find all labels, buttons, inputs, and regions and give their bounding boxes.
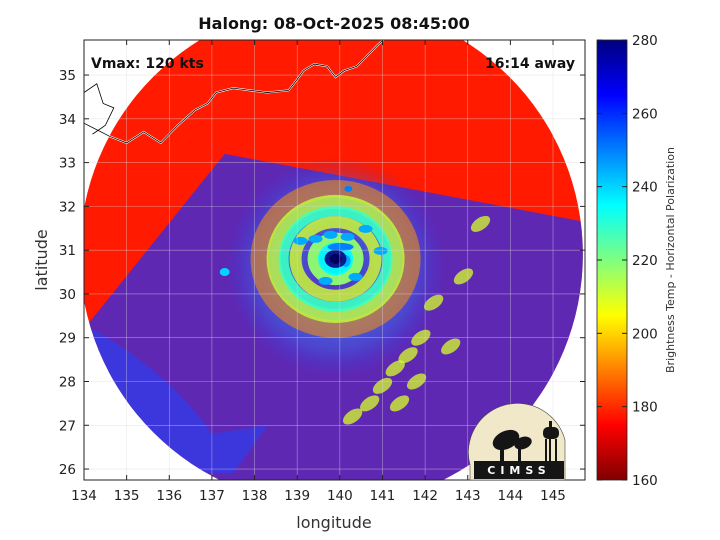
rainband-blob: [389, 395, 410, 412]
x-axis-label: longitude: [296, 513, 371, 532]
y-tick-label: 31: [59, 243, 76, 259]
y-tick-label: 32: [59, 199, 76, 215]
y-tick-label: 33: [59, 156, 76, 172]
vmax-annotation: Vmax: 120 kts: [91, 56, 204, 72]
y-tick-label: 26: [59, 462, 76, 478]
rainband-blob: [470, 215, 491, 232]
colorbar-ticks: 160 180 200 220 240 260 280: [597, 33, 658, 489]
x-tick-label: 140: [327, 488, 353, 504]
y-tick-label: 28: [59, 374, 76, 390]
logo-water-tower-icon: [543, 421, 559, 461]
x-tick-label: 143: [455, 488, 481, 504]
eyewall-hotspot: [340, 232, 355, 241]
land-outline: [84, 40, 384, 144]
logo-banner: [474, 461, 564, 479]
eyewall-hotspot: [373, 246, 388, 255]
x-tick-label: 139: [284, 488, 310, 504]
cimss-logo: CIMSS: [468, 403, 566, 481]
colorbar-tick-label: 160: [632, 473, 658, 489]
rainband-blob: [385, 360, 405, 377]
x-tick-label: 145: [540, 488, 566, 504]
x-tick-label: 134: [71, 488, 97, 504]
storm-eye-core: [329, 253, 342, 264]
y-tick-label: 27: [59, 418, 76, 434]
y-tick-label: 30: [59, 287, 76, 303]
storm-ring: [307, 232, 364, 286]
rainband-blob: [453, 268, 474, 285]
y-axis-ticks: 26 27 28 29 30 31 32 33 34 35: [59, 68, 585, 478]
y-tick-label: 35: [59, 68, 76, 84]
logo-text: CIMSS: [487, 464, 550, 477]
rainband-blob: [398, 347, 418, 364]
plot-area: [84, 40, 585, 480]
x-tick-label: 137: [199, 488, 225, 504]
x-tick-label: 144: [497, 488, 523, 504]
eyewall-hotspot: [308, 234, 323, 243]
eyewall-hotspot: [323, 230, 338, 239]
colorbar-tick-label: 200: [632, 326, 658, 342]
eyewall-hotspot: [318, 276, 333, 285]
storm-ring: [266, 194, 405, 323]
colorbar-tick-label: 240: [632, 180, 658, 196]
eyewall-hotspot: [327, 242, 354, 251]
grid-lines: [84, 40, 585, 480]
y-tick-label: 34: [59, 112, 76, 128]
eyewall-hotspot: [293, 236, 308, 245]
eyewall-hotspot: [348, 272, 363, 281]
x-tick-label: 135: [114, 488, 140, 504]
rainband-blob: [360, 395, 380, 412]
colorbar-tick-label: 180: [632, 400, 658, 416]
colorbar-tick-label: 260: [632, 106, 658, 122]
eyewall-hotspot: [358, 224, 373, 233]
logo-dish-icon: [492, 429, 532, 461]
chart-title: Halong: 08-Oct-2025 08:45:00: [198, 14, 469, 33]
rainband-blob: [423, 294, 444, 311]
storm-ring: [289, 216, 382, 302]
storm-structure: [219, 179, 421, 338]
colorbar-label: Brightness Temp - Horizontal Polarizatio…: [664, 147, 677, 373]
x-tick-label: 142: [412, 488, 438, 504]
x-tick-label: 138: [242, 488, 268, 504]
plot-frame: [83, 39, 586, 481]
convective-cell: [344, 185, 353, 192]
rainband-blob: [441, 338, 461, 355]
storm-ring: [250, 179, 421, 338]
convective-cell: [219, 268, 230, 277]
time-offset-annotation: 16:14 away: [485, 56, 575, 72]
y-tick-label: 29: [59, 331, 76, 347]
rainband-blob: [342, 408, 363, 425]
y-axis-label: latitude: [32, 229, 51, 290]
colorbar-tick-label: 220: [632, 253, 658, 269]
x-tick-label: 141: [370, 488, 396, 504]
x-tick-label: 136: [156, 488, 182, 504]
colorbar-tick-label: 280: [632, 33, 658, 49]
storm-ring: [278, 206, 393, 312]
